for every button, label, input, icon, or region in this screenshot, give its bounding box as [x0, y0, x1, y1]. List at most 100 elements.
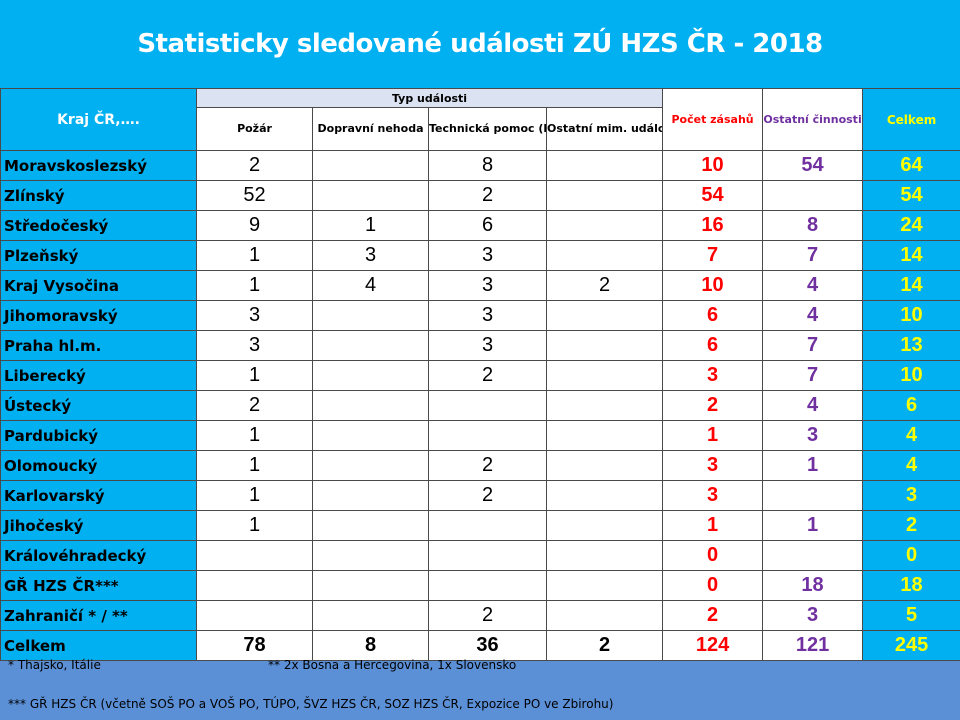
row-kraj: Moravskoslezský	[0, 150, 197, 181]
row-celkem: 24	[862, 210, 960, 241]
row-technicka: 2	[428, 600, 547, 631]
row-ostatni-cinnosti: 7	[762, 360, 864, 391]
row-kraj: Jihomoravský	[0, 300, 197, 331]
row-ostatni-mim	[545, 510, 664, 541]
row-kraj: Liberecký	[0, 360, 197, 391]
row-kraj: Ústecký	[0, 390, 197, 421]
table-row: Ústecký 2 2 4 6	[0, 390, 960, 421]
row-ostatni-mim	[545, 150, 664, 181]
row-dopravni: 1	[312, 210, 429, 241]
total-row: Celkem 78 8 36 2 124 121 245	[0, 630, 960, 661]
row-dopravni	[312, 600, 429, 631]
row-ostatni-cinnosti: 4	[762, 270, 864, 301]
row-pocet: 1	[662, 420, 764, 451]
row-technicka	[428, 570, 547, 601]
row-pozar: 2	[196, 150, 313, 181]
row-ostatni-cinnosti: 54	[762, 150, 864, 181]
row-ostatni-cinnosti: 4	[762, 390, 864, 421]
row-dopravni	[312, 420, 429, 451]
row-ostatni-cinnosti: 7	[762, 240, 864, 271]
table-row: Jihomoravský 3 3 6 4 10	[0, 300, 960, 331]
row-celkem: 10	[862, 360, 960, 391]
row-dopravni	[312, 180, 429, 211]
table-row: Moravskoslezský 2 8 10 54 64	[0, 150, 960, 181]
row-technicka: 2	[428, 450, 547, 481]
total-celkem: 245	[862, 630, 960, 661]
row-pozar: 9	[196, 210, 313, 241]
row-kraj: Zahraničí * / **	[0, 600, 197, 631]
table-row: Liberecký 1 2 3 7 10	[0, 360, 960, 391]
row-celkem: 14	[862, 240, 960, 271]
row-kraj: Zlínský	[0, 180, 197, 211]
row-celkem: 4	[862, 420, 960, 451]
row-technicka	[428, 390, 547, 421]
row-pozar: 1	[196, 450, 313, 481]
row-celkem: 64	[862, 150, 960, 181]
row-celkem: 18	[862, 570, 960, 601]
row-ostatni-cinnosti	[762, 540, 864, 571]
row-pozar	[196, 600, 313, 631]
row-ostatni-mim	[545, 300, 664, 331]
row-kraj: Pardubický	[0, 420, 197, 451]
row-pozar: 1	[196, 480, 313, 511]
row-technicka: 8	[428, 150, 547, 181]
row-celkem: 6	[862, 390, 960, 421]
row-pozar: 1	[196, 360, 313, 391]
row-technicka: 3	[428, 330, 547, 361]
row-ostatni-cinnosti: 3	[762, 600, 864, 631]
row-ostatni-cinnosti: 1	[762, 450, 864, 481]
row-dopravni	[312, 150, 429, 181]
row-kraj: Kraj Vysočina	[0, 270, 197, 301]
row-ostatni-cinnosti: 1	[762, 510, 864, 541]
row-pocet: 1	[662, 510, 764, 541]
row-ostatni-mim	[545, 570, 664, 601]
row-pocet: 0	[662, 540, 764, 571]
row-kraj: Středočeský	[0, 210, 197, 241]
row-pozar: 1	[196, 510, 313, 541]
row-ostatni-mim	[545, 330, 664, 361]
row-celkem: 5	[862, 600, 960, 631]
row-celkem: 2	[862, 510, 960, 541]
row-celkem: 0	[862, 540, 960, 571]
row-dopravni: 3	[312, 240, 429, 271]
row-pozar: 52	[196, 180, 313, 211]
table-row: Středočeský 9 1 6 16 8 24	[0, 210, 960, 241]
row-technicka: 3	[428, 270, 547, 301]
total-ostatni-cinnosti: 121	[762, 630, 864, 661]
header-celkem: Celkem	[862, 88, 960, 151]
row-pocet: 2	[662, 390, 764, 421]
header-dopravni-nehoda: Dopravní nehoda	[312, 107, 429, 151]
row-technicka: 6	[428, 210, 547, 241]
table-row: Zahraničí * / ** 2 2 3 5	[0, 600, 960, 631]
table-row: Zlínský 52 2 54 54	[0, 180, 960, 211]
row-pozar	[196, 540, 313, 571]
row-pozar: 3	[196, 330, 313, 361]
row-pocet: 2	[662, 600, 764, 631]
row-celkem: 3	[862, 480, 960, 511]
row-ostatni-cinnosti	[762, 180, 864, 211]
total-technicka: 36	[428, 630, 547, 661]
row-pozar: 3	[196, 300, 313, 331]
row-pocet: 10	[662, 150, 764, 181]
table-row: Praha hl.m. 3 3 6 7 13	[0, 330, 960, 361]
row-pozar: 2	[196, 390, 313, 421]
row-ostatni-cinnosti: 3	[762, 420, 864, 451]
row-pozar	[196, 570, 313, 601]
row-kraj: Královéhradecký	[0, 540, 197, 571]
table-row: Karlovarský 1 2 3 3	[0, 480, 960, 511]
row-ostatni-mim	[545, 450, 664, 481]
footnote-1: * Thajsko, Itálie	[8, 658, 101, 672]
row-ostatni-mim	[545, 180, 664, 211]
row-ostatni-mim: 2	[545, 270, 664, 301]
row-pocet: 3	[662, 360, 764, 391]
table-row: GŘ HZS ČR*** 0 18 18	[0, 570, 960, 601]
row-pocet: 54	[662, 180, 764, 211]
statistics-table: Kraj ČR,…. Typ události Počet zásahů Ost…	[0, 88, 960, 661]
row-dopravni	[312, 510, 429, 541]
total-pocet: 124	[662, 630, 764, 661]
row-kraj: Olomoucký	[0, 450, 197, 481]
row-kraj: Karlovarský	[0, 480, 197, 511]
table-row: Olomoucký 1 2 3 1 4	[0, 450, 960, 481]
row-ostatni-mim	[545, 240, 664, 271]
row-pocet: 6	[662, 300, 764, 331]
